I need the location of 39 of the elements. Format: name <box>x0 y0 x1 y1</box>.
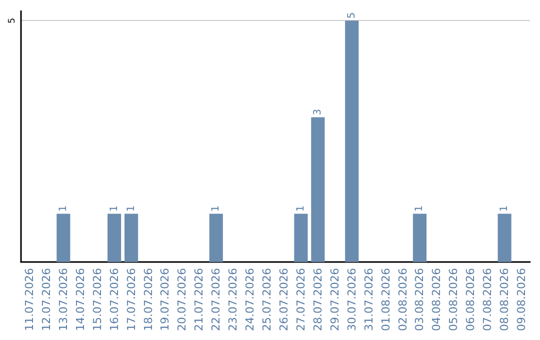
x-tick-label: 04.08.2026 <box>430 268 444 332</box>
x-tick-label: 19.07.2026 <box>158 268 172 332</box>
data-label: 1 <box>499 205 510 212</box>
x-tick-label: 20.07.2026 <box>176 268 189 332</box>
x-tick-label: 08.08.2026 <box>498 268 512 332</box>
x-tick-label: 03.08.2026 <box>413 268 426 332</box>
x-tick-label: 06.08.2026 <box>464 268 478 332</box>
x-tick-label: 24.07.2026 <box>244 268 257 332</box>
data-label: 3 <box>312 108 324 116</box>
x-tick-label: 02.08.2026 <box>396 268 410 332</box>
x-tick-label: 11.07.2026 <box>22 268 36 332</box>
x-tick-label: 05.08.2026 <box>447 268 460 332</box>
x-tick-label: 22.07.2026 <box>210 268 223 332</box>
data-label: 1 <box>58 205 69 212</box>
data-label: 5 <box>346 12 358 19</box>
x-tick-label: 16.07.2026 <box>108 268 121 332</box>
data-label: 1 <box>210 205 222 212</box>
x-tick-label: 25.07.2026 <box>260 268 274 332</box>
x-tick-label: 23.07.2026 <box>226 268 240 332</box>
data-label: 1 <box>126 205 137 212</box>
x-tick-label: 13.07.2026 <box>56 268 70 332</box>
data-label: 1 <box>108 205 120 212</box>
x-tick-label: 17.07.2026 <box>124 268 138 332</box>
x-tick-label: 28.07.2026 <box>311 268 324 332</box>
x-tick-label: 18.07.2026 <box>142 268 155 332</box>
data-label: 1 <box>295 205 306 212</box>
x-tick-label: 12.07.2026 <box>40 268 53 332</box>
x-tick-label: 15.07.2026 <box>90 268 104 332</box>
x-tick-label: 26.07.2026 <box>277 268 290 332</box>
data-label: 1 <box>414 205 426 212</box>
x-tick-label: 14.07.2026 <box>74 268 87 332</box>
x-tick-label: 27.07.2026 <box>294 268 308 332</box>
x-tick-label: 29.07.2026 <box>328 268 342 332</box>
x-tick-label: 21.07.2026 <box>192 268 206 332</box>
x-tick-label: 07.08.2026 <box>481 268 494 332</box>
x-tick-label: 31.07.2026 <box>362 268 376 332</box>
x-tick-label: 01.08.2026 <box>379 268 392 332</box>
x-tick-label: 09.08.2026 <box>515 268 528 332</box>
x-tick-label: 30.07.2026 <box>345 268 358 332</box>
